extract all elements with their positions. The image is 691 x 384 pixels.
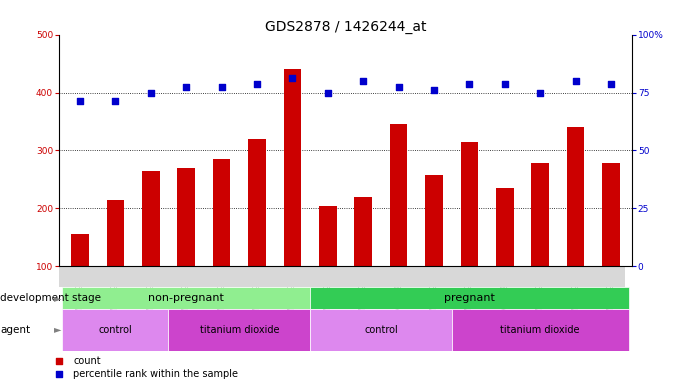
Bar [461,142,478,266]
Bar [425,175,443,266]
Bar [390,124,408,266]
Bar [452,308,629,351]
Bar [62,308,169,351]
Bar [142,171,160,266]
Bar [567,127,585,266]
Title: GDS2878 / 1426244_at: GDS2878 / 1426244_at [265,20,426,33]
Bar [71,235,89,266]
Bar [178,168,195,266]
Point [75,98,86,104]
Bar [62,288,310,308]
Point [145,89,156,96]
Text: control: control [364,324,398,334]
Bar [602,163,620,266]
Text: control: control [99,324,132,334]
Point [605,81,616,87]
Bar [496,188,513,266]
Point [340,188,351,194]
Point [180,84,191,90]
Text: agent: agent [0,324,30,334]
Bar [310,308,452,351]
Bar [248,139,266,266]
Bar [310,288,629,308]
Bar [106,200,124,266]
Bar [169,308,310,351]
Point [340,309,351,315]
Bar [319,205,337,266]
Point [500,81,511,87]
Point [393,84,404,90]
Text: non-pregnant: non-pregnant [149,293,224,303]
Text: percentile rank within the sample: percentile rank within the sample [73,369,238,379]
Point [110,98,121,104]
Text: ►: ► [54,324,61,334]
Text: development stage: development stage [0,293,101,303]
Point [358,78,369,84]
Text: pregnant: pregnant [444,293,495,303]
Point [464,81,475,87]
Bar [283,70,301,266]
Point [287,75,298,81]
Point [322,89,333,96]
Bar [354,197,372,266]
Text: titanium dioxide: titanium dioxide [200,324,279,334]
Point [428,86,439,93]
Point [570,78,581,84]
Text: count: count [73,356,101,366]
Bar [213,159,230,266]
Point [216,84,227,90]
Bar [531,163,549,266]
Point [535,89,546,96]
Point [252,81,263,87]
Bar [59,266,625,288]
Text: ►: ► [54,293,61,303]
Text: titanium dioxide: titanium dioxide [500,324,580,334]
